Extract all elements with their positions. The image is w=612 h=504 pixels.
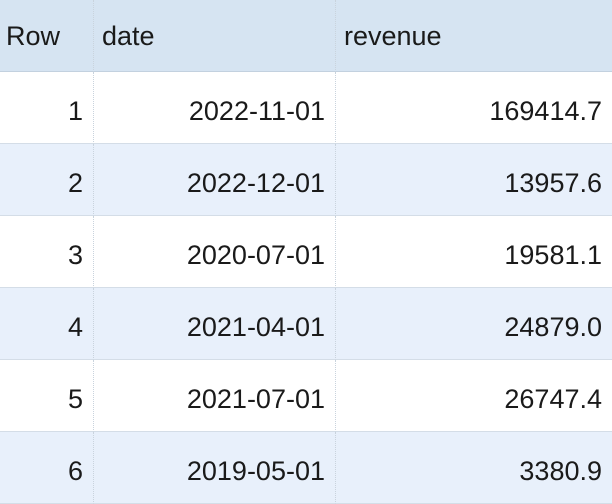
date-cell[interactable]: 2019-05-01	[94, 432, 336, 504]
revenue-cell[interactable]: 26747.4	[336, 360, 612, 432]
row-number-cell[interactable]: 6	[0, 432, 94, 504]
revenue-cell[interactable]: 13957.6	[336, 144, 612, 216]
date-cell[interactable]: 2021-07-01	[94, 360, 336, 432]
revenue-cell[interactable]: 3380.9	[336, 432, 612, 504]
date-cell[interactable]: 2022-12-01	[94, 144, 336, 216]
row-number-cell[interactable]: 4	[0, 288, 94, 360]
row-number-cell[interactable]: 2	[0, 144, 94, 216]
date-cell[interactable]: 2021-04-01	[94, 288, 336, 360]
column-header-date[interactable]: date	[94, 0, 336, 72]
revenue-cell[interactable]: 169414.7	[336, 72, 612, 144]
date-cell[interactable]: 2020-07-01	[94, 216, 336, 288]
revenue-cell[interactable]: 19581.1	[336, 216, 612, 288]
date-cell[interactable]: 2022-11-01	[94, 72, 336, 144]
row-number-cell[interactable]: 5	[0, 360, 94, 432]
revenue-cell[interactable]: 24879.0	[336, 288, 612, 360]
column-header-revenue[interactable]: revenue	[336, 0, 612, 72]
row-number-cell[interactable]: 1	[0, 72, 94, 144]
column-header-row[interactable]: Row	[0, 0, 94, 72]
row-number-cell[interactable]: 3	[0, 216, 94, 288]
